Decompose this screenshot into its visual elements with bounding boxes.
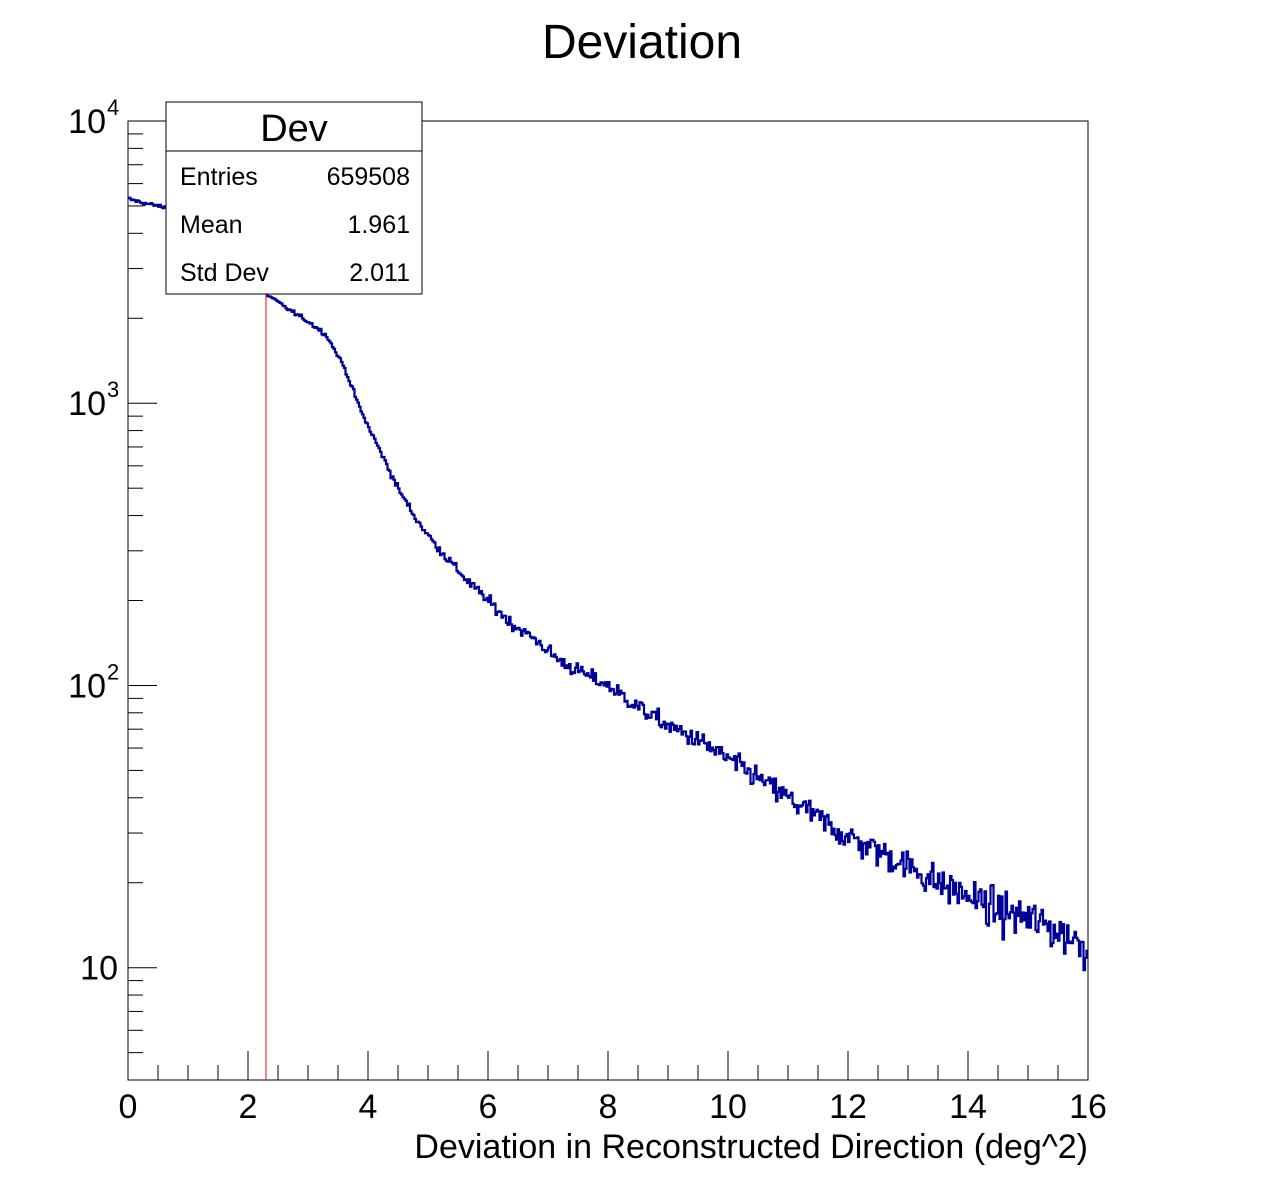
y-tick-exponent: 2 <box>107 659 119 684</box>
x-tick-label: 8 <box>599 1088 618 1126</box>
y-tick-label: 10 <box>68 385 106 423</box>
histogram-line <box>128 196 1088 972</box>
x-tick-label: 16 <box>1069 1088 1107 1126</box>
stats-entries-label: Entries <box>180 163 258 191</box>
stats-mean-value: 1.961 <box>347 211 410 239</box>
y-tick-label: 10 <box>68 103 106 141</box>
chart-title: Deviation <box>542 16 742 69</box>
x-tick-label: 12 <box>829 1088 867 1126</box>
stats-box: Dev Entries 659508 Mean 1.961 Std Dev 2.… <box>165 101 423 295</box>
y-tick-exponent: 4 <box>107 95 119 120</box>
stats-entries-value: 659508 <box>327 163 410 191</box>
histogram-series <box>128 196 1088 972</box>
x-tick-label: 0 <box>119 1088 138 1126</box>
stats-mean-label: Mean <box>180 211 243 239</box>
y-tick-label: 10 <box>80 950 118 988</box>
stats-stddev-label: Std Dev <box>180 259 269 287</box>
x-tick-label: 2 <box>239 1088 258 1126</box>
y-tick-exponent: 3 <box>107 377 119 402</box>
x-axis-label: Deviation in Reconstructed Direction (de… <box>414 1128 1088 1166</box>
x-tick-label: 4 <box>359 1088 378 1126</box>
x-tick-label: 14 <box>949 1088 987 1126</box>
x-tick-label: 10 <box>709 1088 747 1126</box>
x-tick-label: 6 <box>479 1088 498 1126</box>
stats-box-title: Dev <box>260 108 328 150</box>
stats-box-frame <box>165 101 423 295</box>
x-axis-ticks: 0 2 4 6 8 10 12 14 16 <box>119 1051 1107 1126</box>
stats-stddev-value: 2.011 <box>349 259 410 287</box>
y-tick-label: 10 <box>68 667 106 705</box>
